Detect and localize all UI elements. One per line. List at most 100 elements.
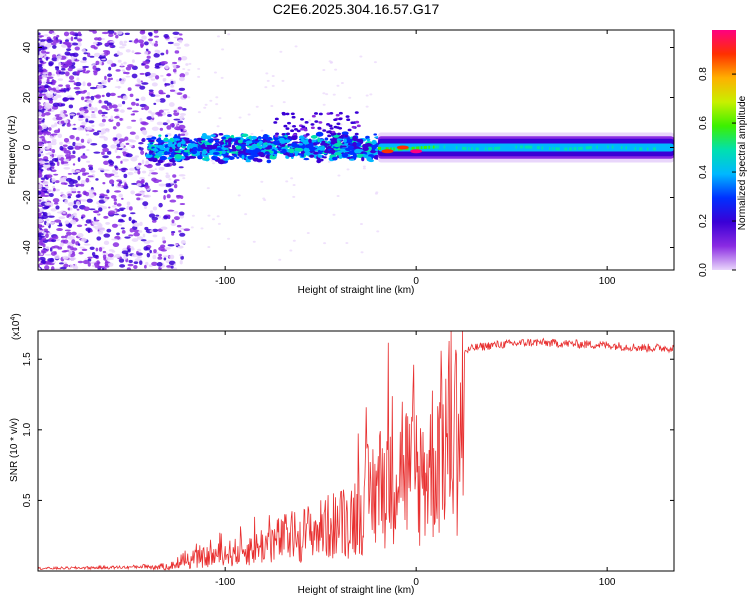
noise-blob — [151, 172, 159, 175]
noise-blob — [38, 69, 44, 73]
band-blob — [363, 154, 369, 159]
band-blob — [225, 139, 229, 143]
band-blob — [330, 138, 338, 142]
noise-blob — [95, 247, 99, 252]
noise-blob — [130, 101, 136, 106]
noise-blob — [103, 169, 110, 172]
band-core — [462, 146, 464, 150]
band-core — [509, 145, 512, 149]
noise-blob — [149, 249, 152, 254]
noise-blob — [158, 253, 162, 257]
noise-blob — [47, 192, 50, 195]
noise-blob — [38, 257, 41, 262]
noise-blob — [289, 125, 293, 128]
noise-blob — [169, 123, 175, 127]
noise-blob — [64, 51, 71, 56]
noise-blob — [43, 102, 50, 107]
noise-blob — [114, 190, 122, 193]
noise-blob — [77, 232, 84, 238]
noise-blob — [164, 247, 171, 250]
band-core — [465, 146, 467, 150]
noise-blob — [80, 199, 87, 202]
band-core — [549, 146, 551, 150]
band-blob — [182, 144, 188, 147]
noise-blob — [290, 177, 294, 180]
band-core — [480, 147, 483, 151]
band-core — [662, 146, 664, 150]
band-blob — [230, 151, 238, 154]
noise-blob — [93, 52, 101, 57]
noise-blob — [56, 55, 62, 60]
noise-blob — [42, 81, 47, 84]
noise-blob — [118, 258, 125, 263]
noise-blob — [76, 38, 83, 42]
noise-blob — [54, 219, 62, 223]
band-core — [597, 145, 600, 149]
band-blob — [352, 135, 357, 141]
noise-blob — [238, 116, 242, 119]
noise-blob — [112, 126, 117, 130]
noise-blob — [168, 178, 172, 181]
band-core — [646, 147, 649, 151]
noise-blob — [123, 61, 127, 65]
noise-blob — [218, 117, 222, 120]
noise-blob — [69, 134, 75, 139]
noise-blob — [151, 261, 158, 266]
noise-blob — [38, 66, 43, 70]
band-blob — [349, 142, 353, 145]
noise-blob — [69, 264, 75, 268]
noise-blob — [165, 184, 172, 188]
noise-blob — [155, 99, 161, 103]
noise-blob — [105, 256, 112, 261]
noise-blob — [127, 263, 134, 267]
band-blob — [303, 147, 311, 153]
noise-blob — [67, 202, 74, 207]
noise-blob — [75, 183, 81, 187]
band-core — [408, 147, 411, 151]
noise-blob — [221, 48, 225, 51]
noise-blob — [179, 76, 185, 82]
noise-blob — [51, 177, 56, 183]
noise-blob — [150, 78, 156, 81]
noise-blob — [162, 79, 166, 82]
noise-blob — [60, 235, 66, 239]
noise-blob — [67, 67, 73, 72]
band-blob — [338, 126, 343, 130]
noise-blob — [176, 195, 181, 199]
band-core — [443, 145, 446, 149]
band-core — [431, 145, 434, 149]
noise-blob — [143, 264, 147, 269]
noise-blob — [41, 237, 47, 241]
noise-blob — [51, 166, 55, 169]
band-blob — [186, 145, 191, 151]
noise-blob — [110, 144, 117, 149]
noise-blob — [138, 80, 141, 84]
band-blob — [300, 127, 305, 131]
noise-blob — [44, 111, 51, 116]
noise-blob — [89, 106, 95, 111]
band-core — [411, 146, 414, 150]
band-blob — [147, 139, 155, 143]
band-blob — [347, 128, 352, 132]
noise-blob — [180, 255, 184, 260]
noise-blob — [57, 154, 62, 159]
noise-blob — [51, 239, 57, 243]
noise-blob — [138, 147, 144, 151]
noise-blob — [77, 143, 83, 147]
noise-blob — [117, 95, 123, 98]
band-core — [552, 147, 554, 151]
noise-blob — [179, 195, 184, 199]
band-core — [642, 147, 645, 151]
band-core — [442, 145, 444, 149]
noise-blob — [173, 42, 181, 47]
noise-blob — [337, 174, 341, 177]
noise-blob — [117, 183, 121, 187]
noise-blob — [133, 222, 140, 228]
noise-blob — [43, 228, 48, 232]
noise-blob — [178, 87, 186, 91]
noise-blob — [76, 224, 83, 228]
noise-blob — [41, 124, 48, 130]
snr-panel: -100 0 100 0.5 1.0 1.5 Height of straight lin… — [9, 313, 675, 596]
noise-blob — [38, 201, 41, 204]
band-core — [628, 146, 631, 150]
